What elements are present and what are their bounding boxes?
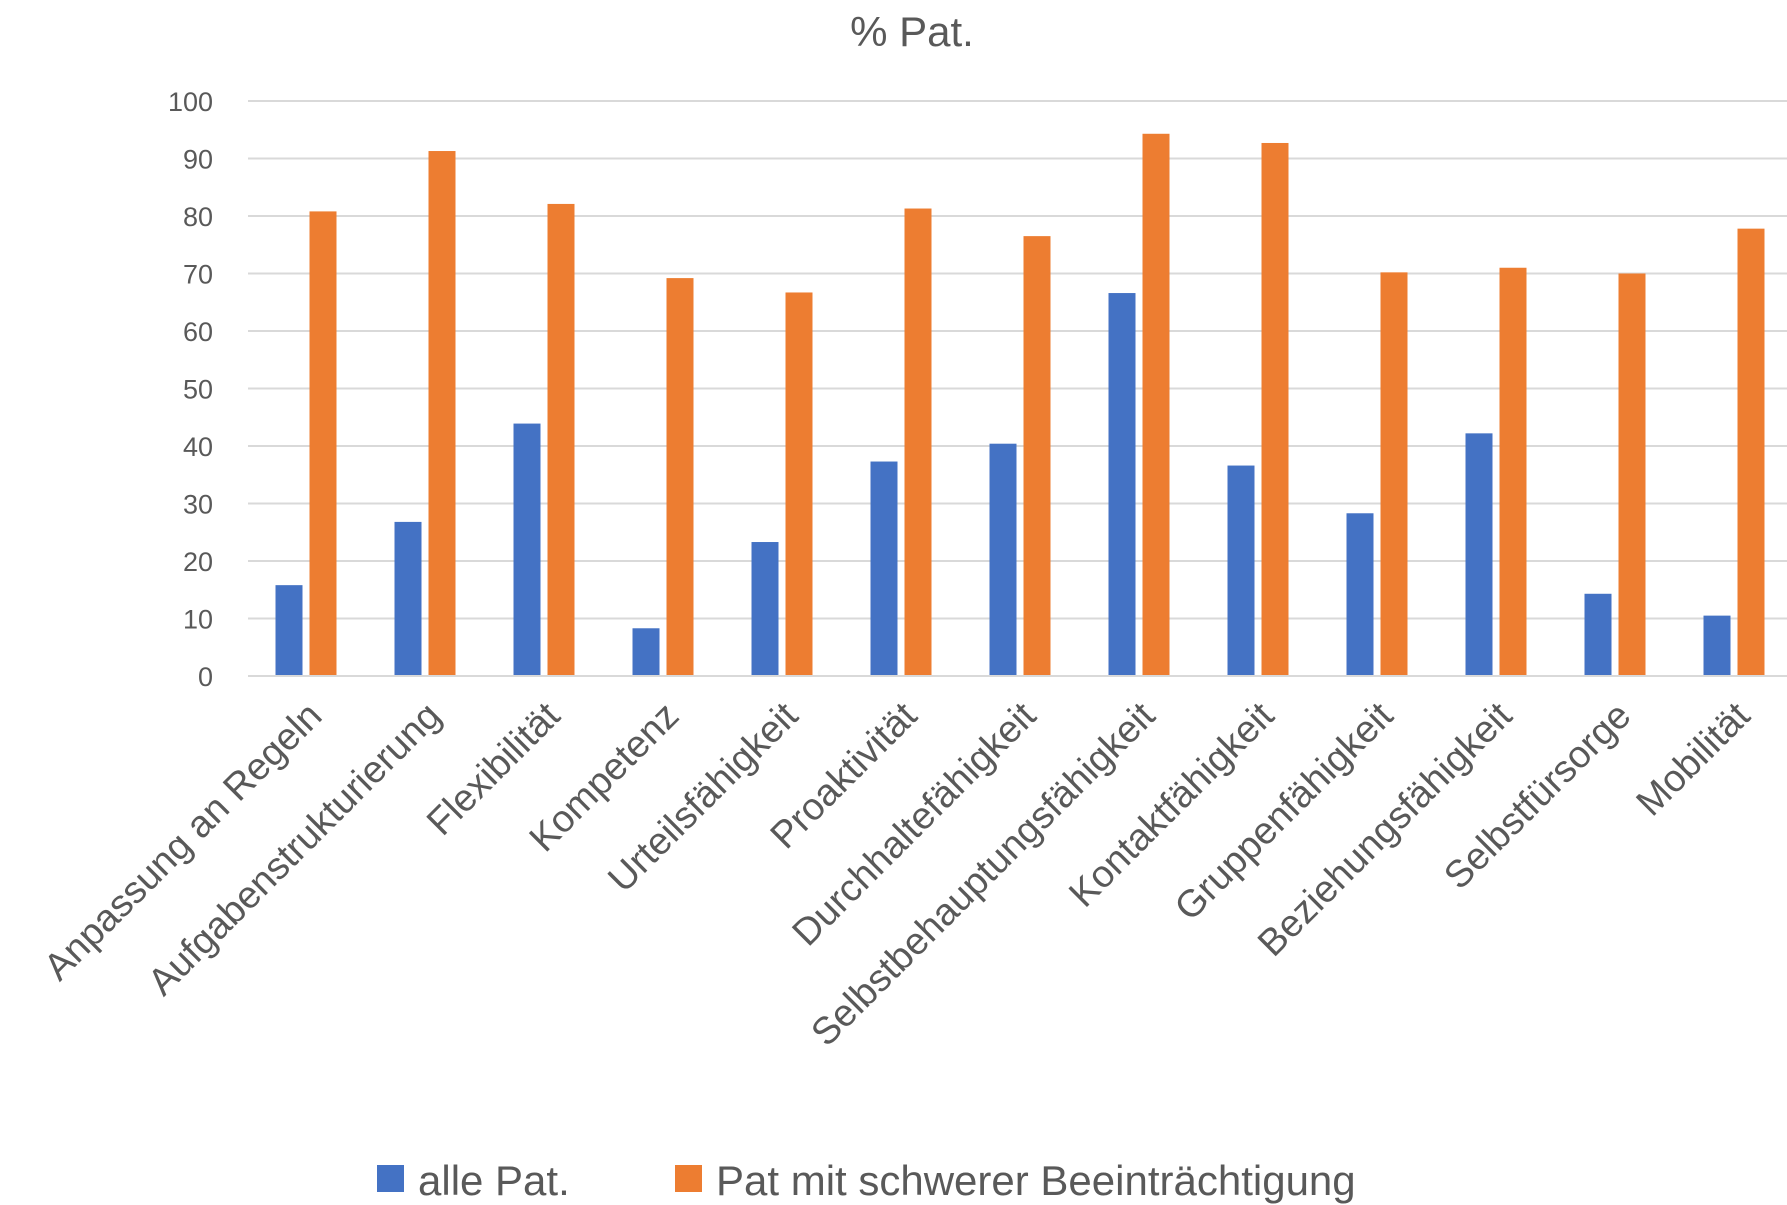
bar-series-1-2: [394, 521, 422, 676]
legend-label-series-2: Pat mit schwerer Beeinträchtigung: [716, 1157, 1356, 1204]
bar-series-1-3: [513, 423, 541, 676]
gridlines: [248, 100, 1787, 620]
legend-item-series-1: alle Pat.: [377, 1157, 570, 1204]
bar-series-1-6: [870, 461, 898, 676]
x-category-label: Mobilität: [1629, 694, 1759, 824]
legend: alle Pat. Pat mit schwerer Beeinträchtig…: [377, 1157, 1356, 1204]
bar-series-1-4: [632, 628, 660, 676]
bar-series-1-12: [1584, 593, 1612, 676]
y-tick-label: 80: [183, 202, 213, 232]
y-tick-label: 50: [183, 375, 213, 405]
y-tick-label: 70: [183, 260, 213, 290]
bar-series-1-11: [1465, 433, 1493, 676]
y-tick-label: 10: [183, 605, 213, 635]
legend-swatch-series-2: [675, 1165, 702, 1192]
y-tick-label: 60: [183, 317, 213, 347]
y-tick-label: 90: [183, 145, 213, 175]
legend-label-series-1: alle Pat.: [418, 1157, 570, 1204]
bar-series-2-4: [666, 278, 694, 676]
bar-series-2-1: [309, 211, 337, 676]
y-tick-label: 0: [198, 662, 213, 692]
bar-series-2-12: [1618, 273, 1646, 676]
bar-series-2-6: [904, 208, 932, 676]
y-tick-label: 40: [183, 432, 213, 462]
bar-series-2-2: [428, 151, 456, 676]
legend-item-series-2: Pat mit schwerer Beeinträchtigung: [675, 1157, 1356, 1204]
bar-series-1-10: [1346, 513, 1374, 676]
bar-series-1-7: [989, 443, 1017, 676]
y-tick-label: 20: [183, 547, 213, 577]
x-category-label: Gruppenfähigkeit: [1167, 694, 1402, 929]
y-tick-label: 100: [168, 87, 213, 117]
chart-title: % Pat.: [850, 8, 974, 55]
bar-series-1-8: [1108, 293, 1136, 676]
bar-series-1-9: [1227, 465, 1255, 676]
bar-series-2-7: [1023, 236, 1051, 676]
legend-swatch-series-1: [377, 1165, 404, 1192]
bar-series-2-13: [1737, 228, 1765, 676]
bars: [275, 133, 1765, 677]
bar-series-2-5: [785, 292, 813, 676]
bar-series-2-9: [1261, 142, 1289, 677]
bar-series-2-8: [1142, 133, 1170, 676]
bar-series-2-3: [547, 203, 575, 677]
y-axis-tick-labels: 0 10 20 30 40 50 60 70 80 90 100: [168, 87, 213, 692]
x-axis-category-labels: Anpassung an RegelnAufgabenstrukturierun…: [36, 694, 1758, 1054]
bar-series-1-5: [751, 542, 779, 676]
bar-series-2-11: [1499, 267, 1527, 676]
bar-series-1-13: [1703, 615, 1731, 676]
x-category-label: Kontaktfähigkeit: [1061, 694, 1282, 915]
bar-series-1-1: [275, 585, 303, 676]
y-tick-label: 30: [183, 490, 213, 520]
bar-series-2-10: [1380, 272, 1408, 676]
